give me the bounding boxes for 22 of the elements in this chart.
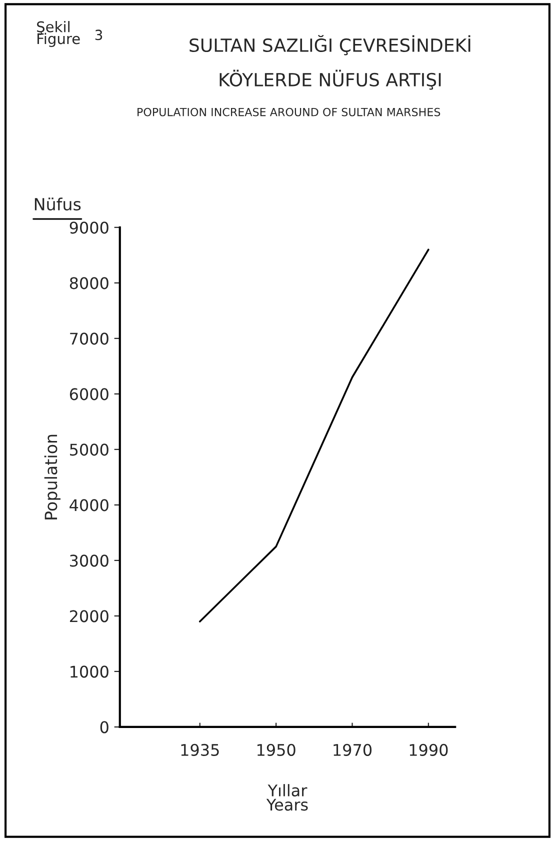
x-axis-title: Yıllar Years [266, 784, 308, 811]
x-tick-label: 1935 [181, 744, 219, 756]
y-axis-title: Population [44, 434, 60, 520]
y-tick-label: 4000 [70, 499, 108, 512]
text: Şekil Figure [37, 21, 80, 48]
y-tick-label: 3000 [70, 554, 108, 567]
y-tick-label: 5000 [70, 444, 108, 456]
y-tick-label: 9000 [70, 222, 108, 234]
y-tick-label: 7000 [70, 332, 108, 345]
line-series [198, 248, 430, 622]
text: 3 [95, 30, 102, 40]
x-tick-label: 1970 [334, 744, 372, 756]
y-tick-label: 8000 [70, 277, 108, 290]
chart-title: SULTAN SAZLIĞI ÇEVRESİNDEKİ KÖYLERDE NÜFUS ARTIŞI [190, 35, 470, 90]
x-tick-label: 1990 [410, 744, 448, 756]
text: Nüfus [34, 198, 81, 211]
chart-subtitle: POPULATION INCREASE AROUND OF SULTAN MARSHES [138, 108, 440, 116]
y-tick-label: 2000 [70, 610, 108, 622]
x-tick-label: 1950 [257, 744, 296, 756]
y-tick-label: 1000 [70, 666, 108, 678]
y-tick-label: 0 [100, 721, 108, 734]
y-tick-label: 6000 [70, 388, 108, 400]
